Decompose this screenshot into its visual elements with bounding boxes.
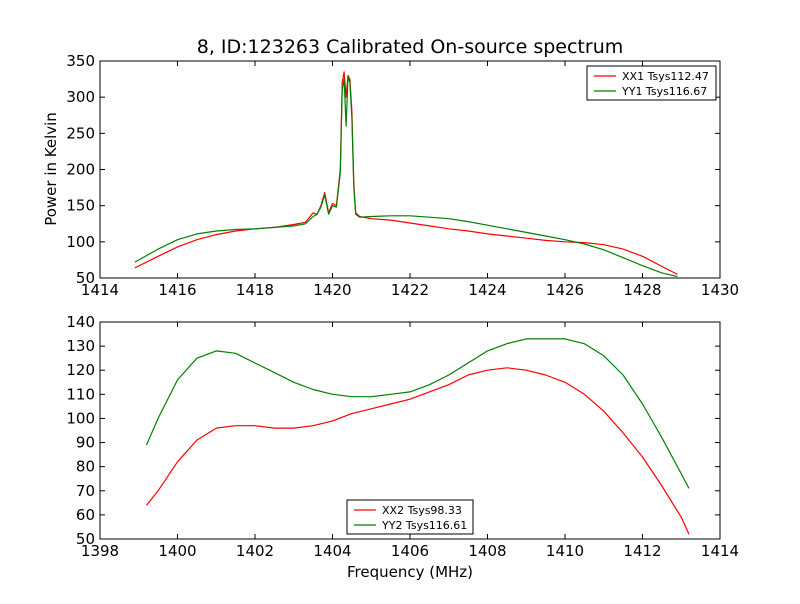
bottom-y-tick-label: 80	[76, 458, 95, 476]
top-x-tick-label: 1430	[701, 281, 739, 299]
top-x-tick-label: 1424	[468, 281, 506, 299]
bottom-legend-label-2: YY2 Tsys116.61	[381, 519, 467, 532]
bottom-y-tick-label: 70	[76, 482, 95, 500]
bottom-legend-box	[346, 499, 474, 535]
top-x-tick-label: 1428	[623, 281, 661, 299]
bottom-x-tick-label: 1400	[158, 542, 196, 560]
bottom-x-tick-label: 1412	[623, 542, 661, 560]
bottom-y-tick-label: 140	[66, 313, 95, 331]
bottom-x-tick-label: 1398	[81, 542, 119, 560]
top-x-tick-label: 1426	[546, 281, 584, 299]
bottom-y-tick-label: 100	[66, 409, 95, 427]
bottom-spectrum-plot: 1398 1400 1402 1404 1406 1408 1410 1412 1414 50 60…	[66, 313, 739, 560]
top-y-tick-label: 100	[66, 233, 95, 251]
top-x-tick-label: 1414	[81, 281, 119, 299]
bottom-x-axis-title: Frequency (MHz)	[347, 563, 473, 581]
top-x-tick-label: 1418	[236, 281, 274, 299]
top-y-tick-label: 150	[66, 197, 95, 215]
top-x-tick-label: 1416	[158, 281, 196, 299]
top-spectrum-plot: 1414 1416 1418 1420 1422 1424 1426 1428 1430 50 10…	[66, 52, 739, 299]
bottom-x-tick-label: 1404	[313, 542, 351, 560]
bottom-x-tick-label: 1410	[546, 542, 584, 560]
bottom-x-tick-label: 1408	[468, 542, 506, 560]
bottom-legend: XX2 Tsys98.33 YY2 Tsys116.61	[346, 499, 474, 535]
bottom-series-line-2	[145, 338, 690, 489]
bottom-y-tick-label: 90	[76, 434, 95, 452]
top-y-tick-label: 350	[66, 52, 95, 70]
top-legend: XX1 Tsys112.47 YY1 Tsys116.67	[586, 65, 717, 101]
bottom-series-line-1	[146, 367, 690, 535]
top-legend-label-2: YY1 Tsys116.67	[621, 85, 707, 98]
top-series-line-2	[134, 76, 678, 278]
bottom-legend-label-1: XX2 Tsys98.33	[382, 504, 462, 517]
top-x-tick-label: 1422	[391, 281, 429, 299]
bottom-y-tick-label: 60	[76, 506, 95, 524]
bottom-x-tick-label: 1402	[236, 542, 274, 560]
bottom-x-tick-label: 1406	[391, 542, 429, 560]
bottom-y-tick-label: 50	[76, 530, 95, 548]
chart-title: 8, ID:123263 Calibrated On-source spectr…	[197, 36, 624, 58]
top-y-tick-label: 250	[66, 124, 95, 142]
top-y-axis-title: Power in Kelvin	[42, 112, 60, 226]
top-x-tick-label: 1420	[313, 281, 351, 299]
top-legend-label-1: XX1 Tsys112.47	[622, 70, 709, 83]
bottom-y-tick-label: 110	[66, 385, 95, 403]
top-y-tick-label: 200	[66, 161, 95, 179]
bottom-y-tick-label: 130	[66, 337, 95, 355]
bottom-y-tick-label: 120	[66, 361, 95, 379]
top-y-tick-label: 300	[66, 88, 95, 106]
bottom-x-tick-label: 1414	[701, 542, 739, 560]
top-y-tick-label: 50	[76, 269, 95, 287]
top-legend-box	[586, 65, 717, 101]
